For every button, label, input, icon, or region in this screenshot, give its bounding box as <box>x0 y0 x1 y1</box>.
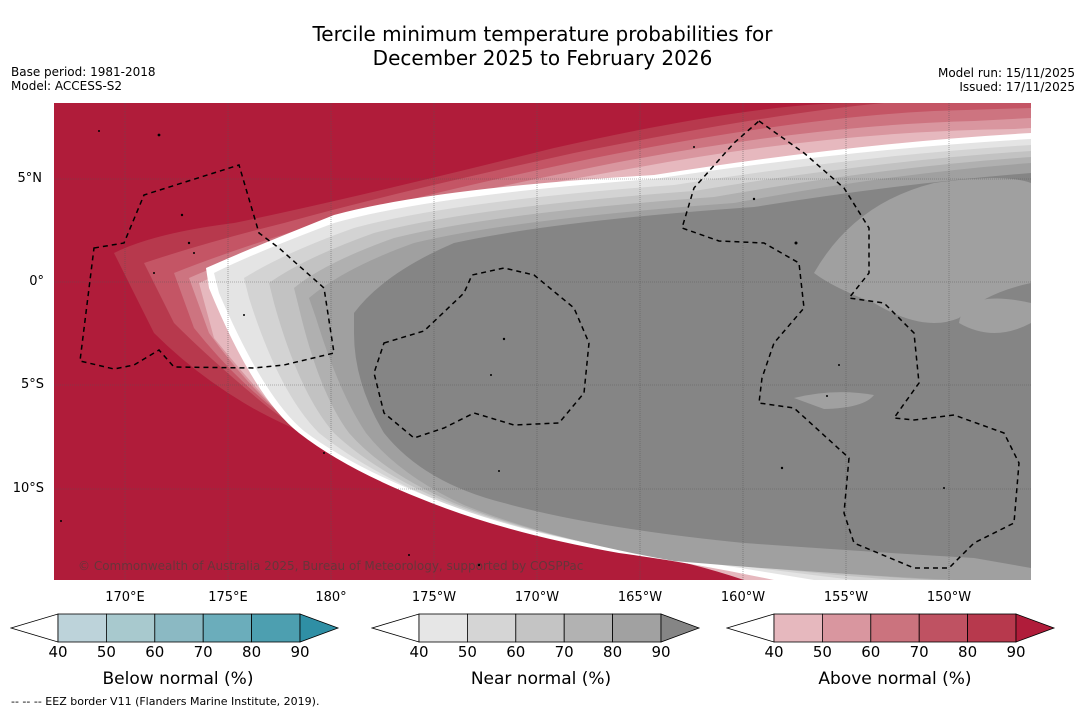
lon-label-160w: 160°W <box>720 590 766 605</box>
below-colorbar-segment <box>251 613 301 643</box>
near-colorbar-segment <box>515 613 565 643</box>
near-colorbar-tick: 60 <box>506 643 526 661</box>
lon-label-150w: 150°W <box>926 590 972 605</box>
above-colorbar-tick: 70 <box>909 643 929 661</box>
below-colorbar-tick: 50 <box>96 643 116 661</box>
near-colorbar-low-extension <box>371 613 420 643</box>
above-colorbar-high-extension <box>1015 613 1056 643</box>
above-colorbar-segment <box>773 613 823 643</box>
below-colorbar-tick: 80 <box>242 643 262 661</box>
above-colorbar-segment <box>870 613 920 643</box>
lon-label-175w: 175°W <box>411 590 457 605</box>
above-colorbar-tick: 60 <box>861 643 881 661</box>
above-colorbar-low-extension <box>726 613 775 643</box>
issued-date: Issued: 17/11/2025 <box>959 80 1075 94</box>
colorbar-below-label: Below normal (%) <box>102 669 254 689</box>
islands <box>60 130 945 567</box>
colorbar-below <box>10 613 340 643</box>
lat-label-0: 0° <box>29 274 44 289</box>
lon-label-175e: 175°E <box>208 590 248 605</box>
map-title-line2: December 2025 to February 2026 <box>372 46 713 70</box>
near-colorbar-tick: 50 <box>457 643 477 661</box>
near-colorbar-tick: 80 <box>603 643 623 661</box>
eez-borders <box>79 120 1020 569</box>
below-colorbar-segment <box>202 613 252 643</box>
above-colorbar-tick: 40 <box>764 643 784 661</box>
lat-label-5n: 5°N <box>17 171 43 186</box>
near-colorbar-tick: 70 <box>554 643 574 661</box>
colorbar-near <box>371 613 701 643</box>
above-colorbar-tick: 50 <box>812 643 832 661</box>
lat-label-5s: 5°S <box>20 377 44 392</box>
above-colorbar-segment <box>967 613 1017 643</box>
lon-label-180: 180° <box>315 590 347 605</box>
probability-map-svg <box>54 103 1031 580</box>
below-colorbar-tick: 70 <box>193 643 213 661</box>
region-near-patch-south <box>794 392 874 409</box>
below-colorbar-segment <box>57 613 107 643</box>
metadata-left: Base period: 1981-2018 Model: ACCESS-S2 <box>11 65 156 93</box>
near-colorbar-segment <box>467 613 517 643</box>
eez-border-phoenix <box>373 267 590 439</box>
below-colorbar-tick: 40 <box>48 643 68 661</box>
probability-map[interactable] <box>54 103 1031 580</box>
near-colorbar-segment <box>418 613 468 643</box>
lon-label-170e: 170°E <box>105 590 145 605</box>
map-title-line1: Tercile minimum temperature probabilitie… <box>312 22 773 46</box>
below-colorbar-segment <box>106 613 156 643</box>
below-colorbar-segment <box>154 613 204 643</box>
near-colorbar-tick: 90 <box>651 643 671 661</box>
below-colorbar-low-extension <box>10 613 59 643</box>
above-colorbar-segment <box>822 613 872 643</box>
colorbar-near-label: Near normal (%) <box>470 669 612 689</box>
lon-label-155w: 155°W <box>823 590 869 605</box>
colorbar-above-label: Above normal (%) <box>818 669 972 689</box>
region-near-patch-east <box>814 178 1031 323</box>
base-period: Base period: 1981-2018 <box>11 65 156 79</box>
below-colorbar-tick: 90 <box>290 643 310 661</box>
copyright-notice: © Commonwealth of Australia 2025, Bureau… <box>78 559 584 573</box>
lon-label-165w: 165°W <box>617 590 663 605</box>
map-gridlines <box>54 103 1031 580</box>
above-colorbar-tick: 90 <box>1006 643 1026 661</box>
near-colorbar-high-extension <box>660 613 701 643</box>
near-colorbar-segment <box>612 613 662 643</box>
lon-label-170w: 170°W <box>514 590 560 605</box>
below-colorbar-high-extension <box>299 613 340 643</box>
near-colorbar-segment <box>563 613 613 643</box>
near-colorbar-tick: 40 <box>409 643 429 661</box>
model-name: Model: ACCESS-S2 <box>11 79 123 93</box>
metadata-right: Model run: 15/11/2025 Issued: 17/11/2025 <box>938 66 1075 94</box>
colorbar-above <box>726 613 1056 643</box>
model-run: Model run: 15/11/2025 <box>937 66 1075 80</box>
above-colorbar-tick: 80 <box>958 643 978 661</box>
above-colorbar-segment <box>918 613 968 643</box>
lat-label-10s: 10°S <box>12 481 44 496</box>
eez-footnote: -- -- -- EEZ border V11 (Flanders Marine… <box>11 695 320 708</box>
below-colorbar-tick: 60 <box>145 643 165 661</box>
eez-border-line <box>681 120 1020 569</box>
